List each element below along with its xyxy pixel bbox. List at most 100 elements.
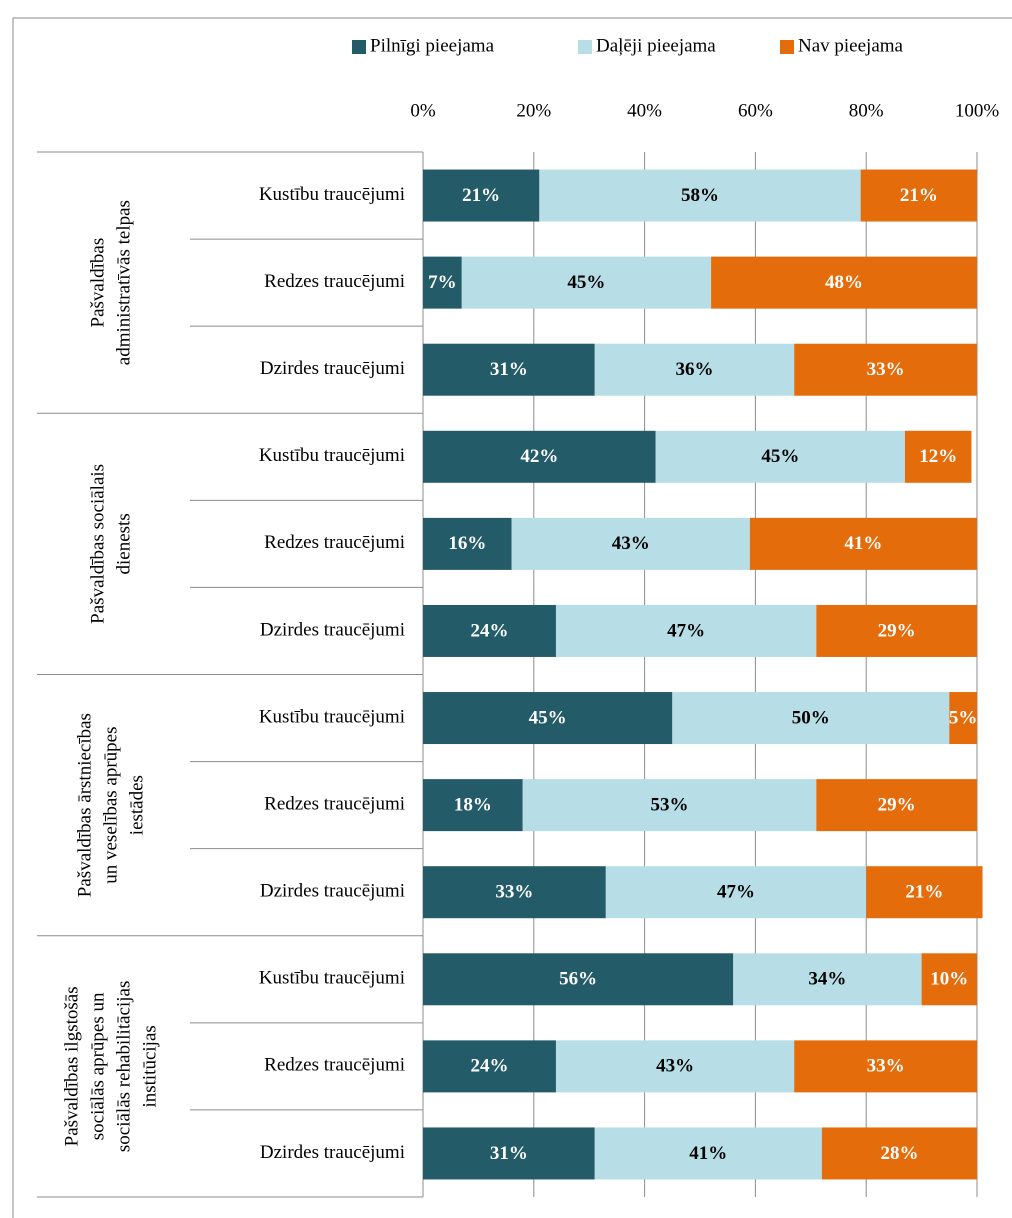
bar-segment xyxy=(711,256,977,309)
y-tick-label: Kustību traucējumi xyxy=(259,968,405,989)
data-label: 56% xyxy=(559,969,597,990)
bar-segment xyxy=(423,692,673,745)
bar-segment xyxy=(921,953,977,1006)
bar-segment xyxy=(904,430,972,483)
legend-swatch xyxy=(352,40,366,54)
data-label: 12% xyxy=(919,446,957,467)
y-tick-label: Redzes traucējumi xyxy=(264,532,405,553)
y-tick-label: Dzirdes traucējumi xyxy=(260,881,405,902)
group-label: un veselības aprūpes xyxy=(100,727,121,884)
bar-segment xyxy=(423,1040,556,1093)
bar-segment xyxy=(733,953,922,1006)
data-label: 50% xyxy=(792,707,830,728)
data-label: 21% xyxy=(905,882,943,903)
data-label: 33% xyxy=(495,882,533,903)
data-label: 5% xyxy=(949,707,978,728)
group-label: Pašvaldības ilgstošās xyxy=(61,986,82,1146)
bar-segment xyxy=(866,866,983,919)
bar-segment xyxy=(423,866,606,919)
x-tick-label: 60% xyxy=(738,100,773,121)
bar-segment xyxy=(423,604,556,657)
y-tick-label: Dzirdes traucējumi xyxy=(260,358,405,379)
legend-label: Nav pieejama xyxy=(798,35,904,56)
data-label: 18% xyxy=(454,794,492,815)
group-label: administratīvās telpas xyxy=(113,200,134,365)
data-label: 33% xyxy=(867,359,905,380)
data-label: 43% xyxy=(656,1056,694,1077)
bar-segment xyxy=(816,779,977,832)
y-tick-label: Kustību traucējumi xyxy=(259,706,405,727)
bar-segment xyxy=(539,169,861,222)
bar-segment xyxy=(461,256,712,309)
bar-segment xyxy=(949,692,977,745)
bar-segment xyxy=(522,779,817,832)
bar-segment xyxy=(605,866,867,919)
y-tick-label: Kustību traucējumi xyxy=(259,445,405,466)
legend-swatch xyxy=(578,40,592,54)
data-label: 29% xyxy=(878,620,916,641)
group-label: iestādes xyxy=(126,775,147,835)
data-label: 41% xyxy=(844,533,882,554)
data-label: 21% xyxy=(900,185,938,206)
group-label: institūcijas xyxy=(139,1025,160,1107)
bar-segment xyxy=(594,1127,822,1180)
data-label: 31% xyxy=(490,1143,528,1164)
x-tick-label: 0% xyxy=(410,100,436,121)
data-label: 58% xyxy=(681,185,719,206)
legend-label: Pilnīgi pieejama xyxy=(370,35,495,56)
bar-segment xyxy=(423,256,462,309)
group-label: Pašvaldības xyxy=(87,238,108,328)
data-label: 43% xyxy=(612,533,650,554)
data-label: 29% xyxy=(878,794,916,815)
y-tick-label: Dzirdes traucējumi xyxy=(260,619,405,640)
group-label: dienests xyxy=(113,513,134,574)
data-label: 36% xyxy=(675,359,713,380)
data-label: 53% xyxy=(651,794,689,815)
legend-swatch xyxy=(780,40,794,54)
bar-segment xyxy=(423,169,540,222)
data-label: 7% xyxy=(428,272,457,293)
y-tick-label: Redzes traucējumi xyxy=(264,793,405,814)
x-tick-label: 40% xyxy=(627,100,662,121)
data-label: 16% xyxy=(448,533,486,554)
bar-segment xyxy=(821,1127,977,1180)
bar-segment xyxy=(672,692,950,745)
bar-segment xyxy=(749,517,977,570)
bar-segment xyxy=(655,430,905,483)
group-label: Pašvaldības sociālais xyxy=(87,464,108,624)
bar-segment xyxy=(555,604,817,657)
bar-segment xyxy=(423,953,734,1006)
bar-segment xyxy=(594,343,795,396)
x-tick-label: 20% xyxy=(516,100,551,121)
data-label: 31% xyxy=(490,359,528,380)
y-tick-label: Dzirdes traucējumi xyxy=(260,1142,405,1163)
data-label: 21% xyxy=(462,185,500,206)
group-label: sociālās rehabilitācijas xyxy=(113,981,134,1152)
x-tick-label: 100% xyxy=(955,100,1000,121)
bar-segment xyxy=(794,343,977,396)
data-label: 45% xyxy=(529,707,567,728)
legend-label: Daļēji pieejama xyxy=(596,35,716,56)
y-tick-label: Redzes traucējumi xyxy=(264,271,405,292)
bar-segment xyxy=(794,1040,977,1093)
data-label: 24% xyxy=(470,620,508,641)
data-label: 42% xyxy=(520,446,558,467)
data-label: 45% xyxy=(567,272,605,293)
y-tick-label: Kustību traucējumi xyxy=(259,184,405,205)
bar-segment xyxy=(511,517,750,570)
bar-segment xyxy=(860,169,977,222)
data-label: 28% xyxy=(880,1143,918,1164)
data-label: 34% xyxy=(808,969,846,990)
data-label: 47% xyxy=(667,620,705,641)
bar-segment xyxy=(423,779,523,832)
chart-frame xyxy=(12,17,1012,1218)
data-label: 45% xyxy=(761,446,799,467)
data-label: 48% xyxy=(825,272,863,293)
bar-segment xyxy=(423,517,512,570)
group-label: Pašvaldības ārstniecības xyxy=(74,713,95,897)
bar-segment xyxy=(423,1127,595,1180)
data-label: 47% xyxy=(717,882,755,903)
data-label: 10% xyxy=(930,969,968,990)
data-label: 33% xyxy=(867,1056,905,1077)
